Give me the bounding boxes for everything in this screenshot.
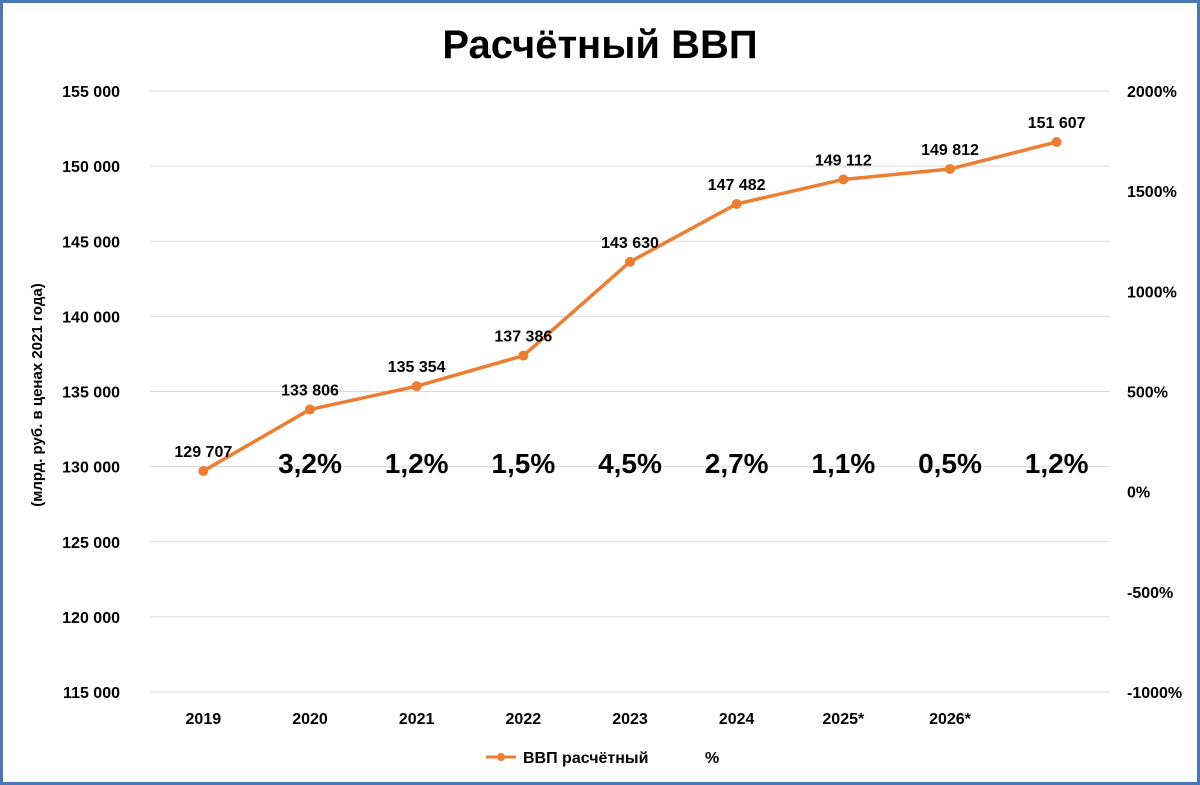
percent-label: 0,5% xyxy=(918,448,982,479)
legend-marker-gdp xyxy=(497,753,505,761)
data-label: 149 112 xyxy=(815,152,872,169)
percent-label: 3,2% xyxy=(278,448,342,479)
y2-tick-label: 500% xyxy=(1127,385,1168,402)
legend-label-gdp: ВВП расчётный xyxy=(523,750,648,767)
percent-label: 1,2% xyxy=(1025,448,1089,479)
y-tick-label: 115 000 xyxy=(63,685,120,702)
data-label: 135 354 xyxy=(388,359,446,376)
series-gdp xyxy=(198,136,1062,477)
percent-label: 1,1% xyxy=(811,448,875,479)
data-label: 137 386 xyxy=(494,329,552,346)
data-point xyxy=(731,198,742,209)
y-tick-label: 155 000 xyxy=(62,84,120,101)
y-tick-label: 135 000 xyxy=(62,385,120,402)
y-tick-label: 125 000 xyxy=(62,535,120,552)
data-labels: 129 707 133 806 135 354 137 386 143 630 147 4… xyxy=(174,115,1085,461)
y2-tick-label: -1000% xyxy=(1127,685,1182,702)
y2-tick-label: 2000% xyxy=(1127,84,1177,101)
data-label: 129 707 xyxy=(174,444,232,461)
data-label: 149 812 xyxy=(921,142,979,159)
x-axis-ticks: 2019 2020 2021 2022 2023 2024 2025* 2026* xyxy=(186,711,972,728)
y-tick-label: 120 000 xyxy=(62,610,120,627)
data-point xyxy=(945,163,955,174)
data-label: 143 630 xyxy=(601,235,659,252)
y2-tick-label: 1000% xyxy=(1127,284,1177,301)
percent-label: 4,5% xyxy=(598,448,662,479)
x-tick-label: 2024 xyxy=(719,711,755,728)
y-tick-label: 145 000 xyxy=(62,234,120,251)
x-tick-label: 2019 xyxy=(186,711,222,728)
x-tick-label: 2021 xyxy=(399,711,435,728)
y-tick-label: 130 000 xyxy=(62,460,120,477)
data-label: 151 607 xyxy=(1028,115,1086,132)
data-label: 133 806 xyxy=(281,382,339,399)
x-tick-label: 2020 xyxy=(292,711,328,728)
data-point xyxy=(625,256,635,267)
data-point xyxy=(305,404,315,415)
y2-tick-label: 0% xyxy=(1127,485,1150,502)
percent-labels: 3,2% 1,2% 1,5% 4,5% 2,7% 1,1% 0,5% 1,2% xyxy=(278,448,1089,479)
y-axis-label: (млрд. руб. в ценах 2021 года) xyxy=(29,283,46,506)
gridlines xyxy=(150,90,1110,693)
x-tick-label: 2026* xyxy=(929,711,972,728)
legend: ВВП расчётный % xyxy=(486,750,719,767)
x-tick-label: 2022 xyxy=(506,711,542,728)
data-point xyxy=(411,381,422,392)
y2-tick-label: -500% xyxy=(1127,585,1173,602)
percent-label: 2,7% xyxy=(705,448,769,479)
x-tick-label: 2023 xyxy=(612,711,648,728)
chart-title: Расчётный ВВП xyxy=(442,23,757,67)
y-tick-label: 140 000 xyxy=(62,309,120,326)
right-axis-ticks: -1000% -500% 0% 500% 1000% 1500% 2000% xyxy=(1127,84,1182,702)
data-label: 147 482 xyxy=(708,177,766,194)
y-tick-label: 150 000 xyxy=(62,159,120,176)
x-tick-label: 2025* xyxy=(822,711,865,728)
percent-label: 1,5% xyxy=(491,448,555,479)
y2-tick-label: 1500% xyxy=(1127,184,1177,201)
percent-label: 1,2% xyxy=(385,448,449,479)
data-point xyxy=(838,174,849,185)
legend-label-percent: % xyxy=(705,750,719,767)
data-point xyxy=(1051,136,1062,147)
series-line xyxy=(202,140,1058,473)
left-axis-ticks: 115 000 120 000 125 000 130 000 135 000 140 0… xyxy=(62,84,120,702)
data-point xyxy=(518,350,529,361)
data-point xyxy=(198,466,209,477)
